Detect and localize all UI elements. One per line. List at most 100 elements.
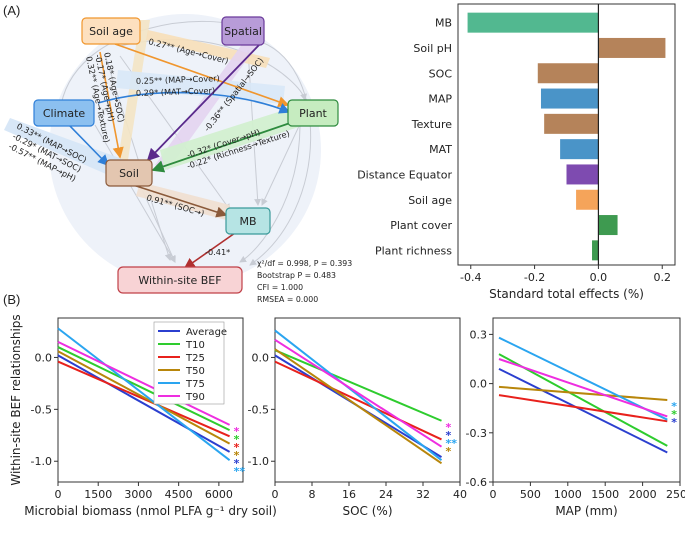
band-climate-soil [4, 118, 125, 180]
significance-star: ** [234, 465, 246, 478]
path-label-mat-cover: 0.29* (MAT→Cover) [136, 85, 215, 98]
x-tick-label: 2000 [629, 488, 657, 501]
bar-category-label: Soil age [408, 194, 452, 207]
y-tick-label: -0.6 [466, 476, 487, 489]
bar-mb [467, 12, 599, 33]
series-line-t90 [57, 340, 231, 426]
y-tick-label: 0.3 [470, 328, 488, 341]
path-label-mb-bef: -0.41* [205, 247, 230, 257]
x-tick-label: -0.2 [524, 271, 545, 284]
bar-map [540, 88, 599, 109]
bar-plot-frame [457, 3, 676, 266]
node-spatial-label: Spatial [224, 25, 262, 38]
bar-category-label: Plant cover [390, 219, 452, 232]
significance-star: * [234, 441, 240, 454]
y-tick-label: -1.0 [31, 455, 52, 468]
node-mb: MB [225, 207, 271, 235]
series-line-t10 [57, 346, 231, 432]
bar-category-label: Plant richness [375, 244, 452, 257]
bar-plant-richness [592, 240, 599, 261]
arrow-spatial-soil [146, 43, 261, 162]
y-tick-label: 0.0 [252, 351, 270, 364]
series-line-t90 [498, 358, 668, 418]
node-soil-age-label: Soil age [89, 25, 133, 38]
plot-frame [492, 317, 681, 483]
significance-star: * [234, 433, 240, 446]
significance-star: * [671, 400, 677, 413]
arrow-climate-soil [67, 123, 110, 167]
node-mb-label: MB [239, 215, 256, 228]
bar-mat [560, 139, 599, 160]
stat-chi-square: χ²/df = 0.998, P = 0.393 [257, 259, 352, 268]
series-line-t50 [274, 348, 443, 465]
bar-category-label: Distance Equator [357, 168, 452, 181]
x-tick-label: 0.0 [590, 271, 608, 284]
series-line-t25 [274, 360, 442, 441]
stat-bootstrap: Bootstrap P = 0.483 [257, 271, 336, 280]
x-tick-label: 500 [520, 488, 541, 501]
arrow-soil-mb [129, 183, 228, 218]
significance-star: * [671, 416, 677, 429]
arrow-plant-soil [151, 121, 294, 173]
x-axis-title: SOC (%) [342, 504, 392, 518]
x-tick-label: 32 [416, 488, 430, 501]
legend-label: T10 [185, 340, 205, 351]
bar-category-label: MAP [428, 93, 452, 106]
x-tick-label: 3000 [124, 488, 152, 501]
series-line-t50 [57, 350, 231, 445]
x-tick-label: 8 [309, 488, 316, 501]
sem-diagram: Soil age Spatial Climate Plant Soil MB W… [4, 14, 352, 304]
legend-label: Average [186, 327, 227, 338]
y-tick-label: 0.0 [35, 351, 53, 364]
arrow-climate-plant [97, 91, 291, 114]
x-tick-label: 1500 [591, 488, 619, 501]
y-axis-title: Within-site BEF relationships [9, 314, 23, 485]
plot-frame [57, 317, 244, 483]
y-tick-label: -0.3 [466, 427, 487, 440]
legend-label: T75 [185, 379, 205, 390]
y-tick-label: 0.0 [470, 378, 488, 391]
path-label-map-cover: 0.25** (MAP→Cover) [136, 73, 220, 86]
x-tick-label: 4500 [165, 488, 193, 501]
node-soil: Soil [105, 159, 153, 187]
bar-category-label: SOC [429, 67, 453, 80]
series-line-average [498, 367, 668, 454]
bar-distance-equator [566, 164, 599, 185]
significance-star: * [234, 457, 240, 470]
x-axis-title: Microbial biomass (nmol PLFA g⁻¹ dry soi… [24, 504, 277, 518]
map-line-chart: 050010001500200025000.30.0-0.3-0.6***MAP… [466, 317, 685, 518]
legend-label: T25 [185, 353, 205, 364]
x-tick-label: 1500 [84, 488, 112, 501]
stat-rmsea: RMSEA = 0.000 [257, 295, 318, 304]
node-climate: Climate [33, 99, 95, 127]
y-tick-label: -1.0 [248, 455, 269, 468]
x-tick-label: -0.4 [460, 271, 481, 284]
series-line-t75 [274, 329, 443, 461]
y-tick-label: -0.5 [31, 403, 52, 416]
significance-star: * [671, 408, 677, 421]
plot-frame [274, 317, 461, 483]
arrow-mb-bef [183, 232, 236, 269]
significance-star: * [234, 425, 240, 438]
significance-star: * [446, 421, 452, 434]
x-tick-label: 6000 [205, 488, 233, 501]
x-tick-label: 0 [272, 488, 279, 501]
node-plant-label: Plant [299, 107, 327, 120]
mb-line-chart: 0 1500 3000 4500 60000.0-0.5-1.0*******Micro… [9, 314, 277, 518]
significance-star: ** [446, 437, 458, 450]
node-bef-label: Within-site BEF [138, 274, 221, 287]
bar-soc [537, 63, 599, 84]
band-plant-soil [160, 105, 305, 170]
band-age [118, 20, 150, 160]
bar-x-axis-title: Standard total effects (%) [489, 287, 644, 301]
arrow-age-soil [99, 51, 124, 159]
node-plant: Plant [287, 99, 339, 127]
node-climate-label: Climate [43, 107, 86, 120]
series-line-t50 [498, 385, 668, 401]
node-bef: Within-site BEF [117, 266, 243, 294]
bar-category-label: Soil pH [413, 42, 452, 55]
x-tick-label: 0 [55, 488, 62, 501]
x-tick-label: 1000 [554, 488, 582, 501]
